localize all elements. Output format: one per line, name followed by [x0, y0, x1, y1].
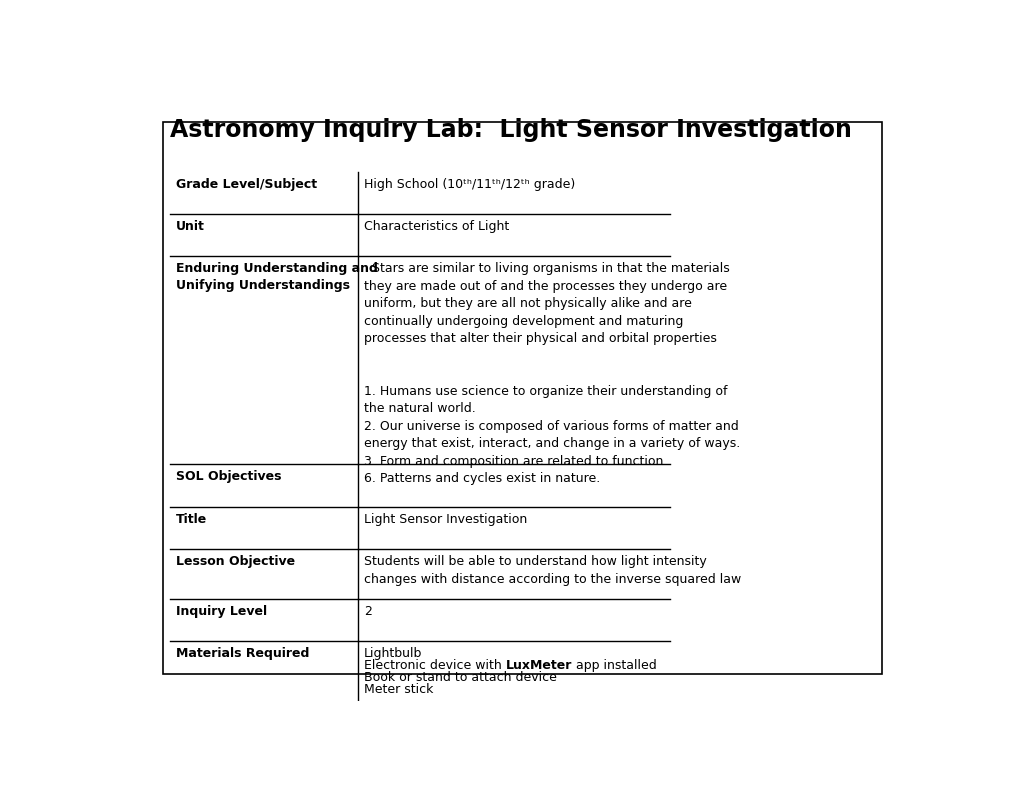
- Text: Grade Level/Subject: Grade Level/Subject: [175, 178, 316, 191]
- Text: Materials Required: Materials Required: [175, 648, 309, 660]
- Text: Meter stick: Meter stick: [364, 683, 433, 697]
- Text: 2: 2: [364, 605, 371, 618]
- Text: Astronomy Inquiry Lab:  Light Sensor Investigation: Astronomy Inquiry Lab: Light Sensor Inve…: [170, 118, 851, 143]
- Text: Characteristics of Light: Characteristics of Light: [364, 220, 508, 233]
- Text: Book or stand to attach device: Book or stand to attach device: [364, 671, 556, 684]
- Text: Unit: Unit: [175, 220, 204, 233]
- Text: High School (10ᵗʰ/11ᵗʰ/12ᵗʰ grade): High School (10ᵗʰ/11ᵗʰ/12ᵗʰ grade): [364, 178, 575, 191]
- Text: Electronic device with: Electronic device with: [364, 660, 505, 672]
- Text: Lightbulb: Lightbulb: [364, 648, 422, 660]
- Text: app installed: app installed: [572, 660, 656, 672]
- Text: SOL Objectives: SOL Objectives: [175, 470, 281, 483]
- Text: Students will be able to understand how light intensity
changes with distance ac: Students will be able to understand how …: [364, 555, 741, 585]
- Text: Light Sensor Investigation: Light Sensor Investigation: [364, 513, 527, 526]
- Text: Inquiry Level: Inquiry Level: [175, 605, 266, 618]
- Text: Enduring Understanding and
Unifying Understandings: Enduring Understanding and Unifying Unde…: [175, 262, 377, 292]
- Text: Lesson Objective: Lesson Objective: [175, 555, 294, 568]
- Text: Stars are similar to living organisms in that the materials
they are made out of: Stars are similar to living organisms in…: [364, 262, 740, 485]
- Text: LuxMeter: LuxMeter: [505, 660, 572, 672]
- Text: Title: Title: [175, 513, 207, 526]
